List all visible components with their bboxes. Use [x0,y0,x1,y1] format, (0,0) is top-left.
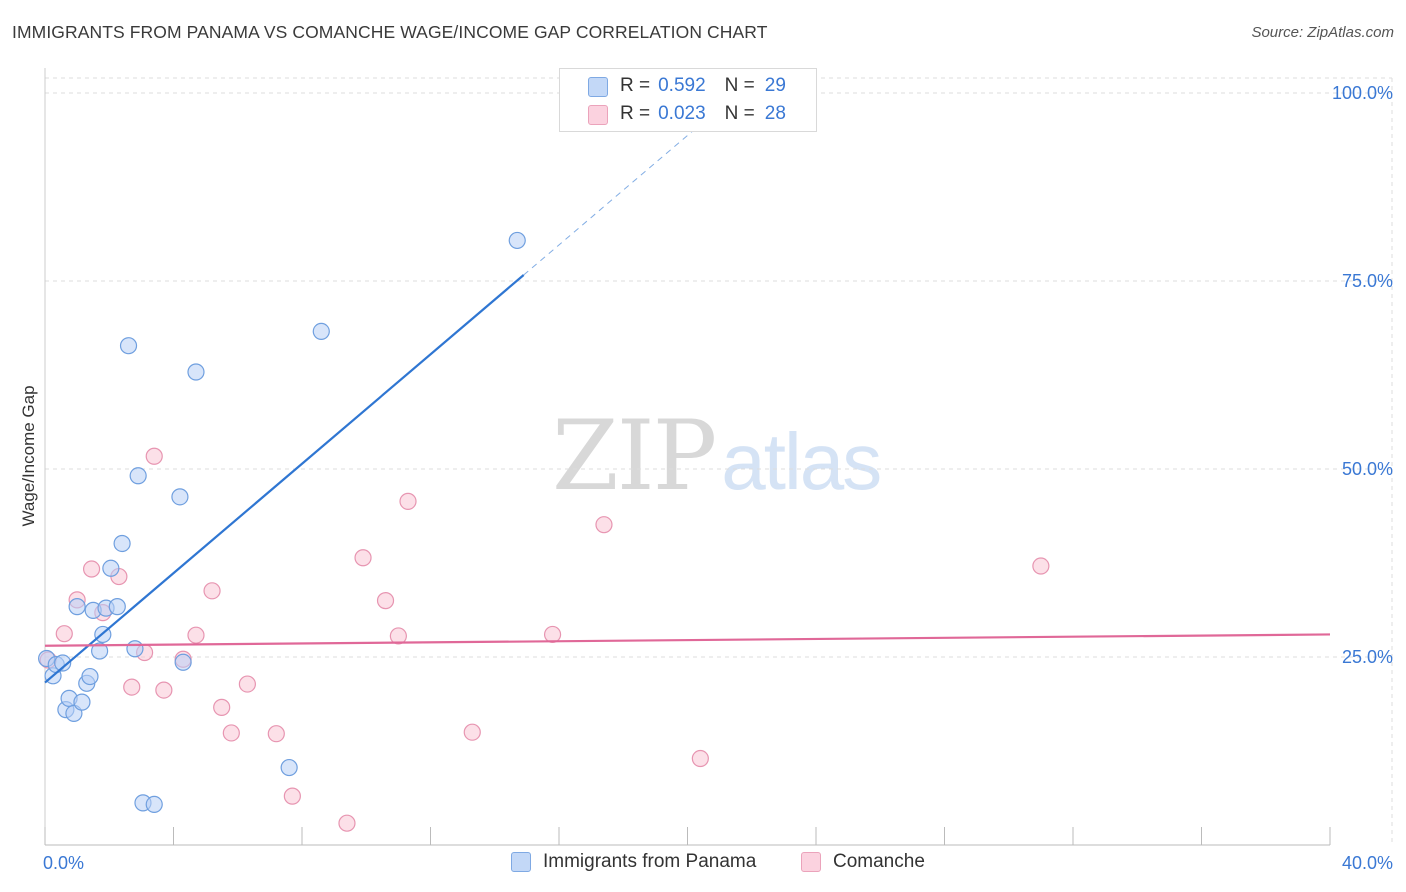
point-panama [73,693,91,711]
point-comanche [222,724,240,742]
chart-title: IMMIGRANTS FROM PANAMA VS COMANCHE WAGE/… [12,22,768,42]
point-comanche [155,681,173,699]
axes [44,68,1331,846]
point-comanche [267,725,285,743]
watermark-zip: ZIP [552,400,717,512]
legend-n-value-comanche: 28 [764,103,786,124]
y-tick-label: 50.0% [1342,459,1393,479]
point-panama [129,467,147,485]
point-comanche [376,592,395,610]
point-comanche [1032,557,1050,575]
legend-n-value-panama: 29 [764,75,786,96]
point-comanche [187,626,205,644]
point-comanche [213,698,231,716]
legend-label-comanche: Comanche [833,851,925,872]
point-comanche [283,787,301,805]
y-tick-label: 25.0% [1342,647,1393,667]
point-comanche [203,582,221,600]
trend-line-panama [44,274,525,684]
trend-line-comanche [44,633,1331,647]
legend-n-label: N = [724,75,755,96]
point-comanche [55,625,73,643]
point-panama [508,231,526,250]
point-comanche [595,516,613,534]
point-comanche [389,627,407,645]
point-panama [54,654,72,672]
point-comanche [463,723,481,741]
point-panama [280,758,298,777]
legend-n-label: N = [724,103,755,124]
watermark: ZIPatlas [552,400,882,512]
point-comanche [338,814,356,832]
legend-row-panama: R = 0.592 N = 29 [620,74,786,98]
point-panama [81,667,99,686]
legend-item-panama: Immigrants from Panama [511,851,756,873]
point-comanche [691,749,709,768]
point-comanche [123,678,141,696]
point-panama [126,640,144,658]
point-comanche [354,549,372,567]
point-panama [145,795,163,813]
correlation-legend: R = 0.592 N = 29 R = 0.023 N = 28 [559,68,817,132]
legend-r-label: R = [620,103,651,124]
x-tick-label-min: 0.0% [43,853,84,873]
series-panama-points [38,231,526,813]
legend-label-panama: Immigrants from Panama [543,851,757,872]
point-comanche [399,492,417,510]
grid-lines [45,77,1393,845]
trend-line-panama-extension [523,107,720,276]
point-panama [187,363,205,381]
point-panama [171,488,189,506]
point-panama [68,598,86,616]
y-tick-label: 100.0% [1332,83,1393,103]
point-panama [119,337,138,355]
source-label: Source: ZipAtlas.com [1251,24,1394,41]
y-axis-label: Wage/Income Gap [19,385,38,526]
point-panama [102,559,120,577]
legend-item-comanche: Comanche [801,851,925,873]
point-comanche [238,675,256,693]
legend-swatch-comanche [588,105,608,125]
point-panama [312,322,330,341]
point-comanche [82,560,101,578]
y-tick-label: 75.0% [1342,271,1393,291]
point-panama [91,642,109,660]
legend-swatch-comanche [801,852,821,872]
series-comanche-points [39,447,1050,832]
trend-lines [44,107,1331,684]
legend-row-comanche: R = 0.023 N = 28 [620,102,786,126]
point-panama [108,598,126,616]
point-panama [113,534,131,553]
legend-r-value-panama: 0.592 [658,75,706,96]
tick-labels: 25.0% 50.0% 75.0% 100.0% 0.0% 40.0% [43,83,1393,873]
point-comanche [543,625,562,644]
point-comanche [145,447,163,465]
legend-r-label: R = [620,75,651,96]
legend-r-value-comanche: 0.023 [658,103,706,124]
point-panama [174,653,192,671]
legend-swatch-panama [511,852,531,872]
watermark-atlas: atlas [721,417,882,506]
legend-swatch-panama [588,77,608,97]
x-tick-label-max: 40.0% [1342,853,1393,873]
